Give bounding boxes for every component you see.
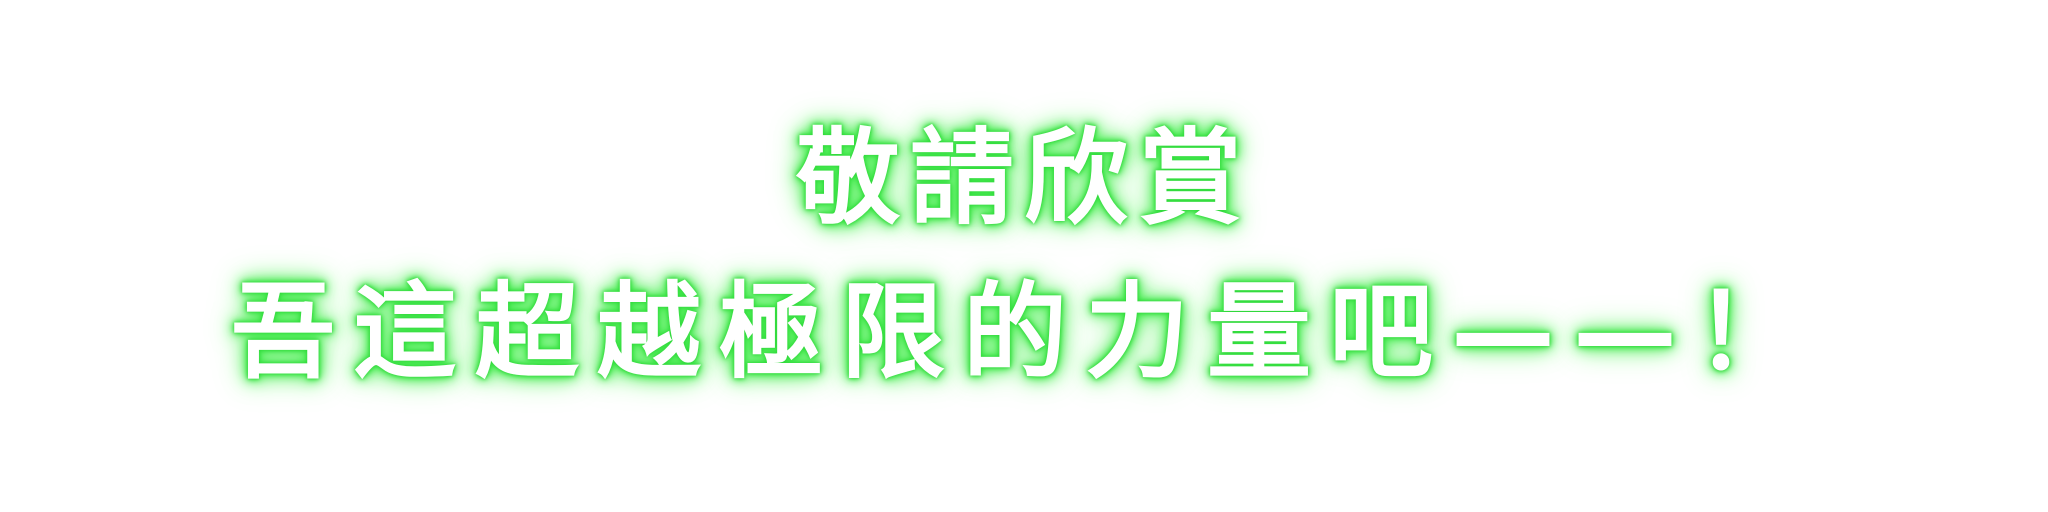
dialogue-line-2: 吾這超越極限的力量吧——！: [230, 271, 1817, 393]
dialogue-line-1: 敬請欣賞: [795, 117, 1252, 239]
